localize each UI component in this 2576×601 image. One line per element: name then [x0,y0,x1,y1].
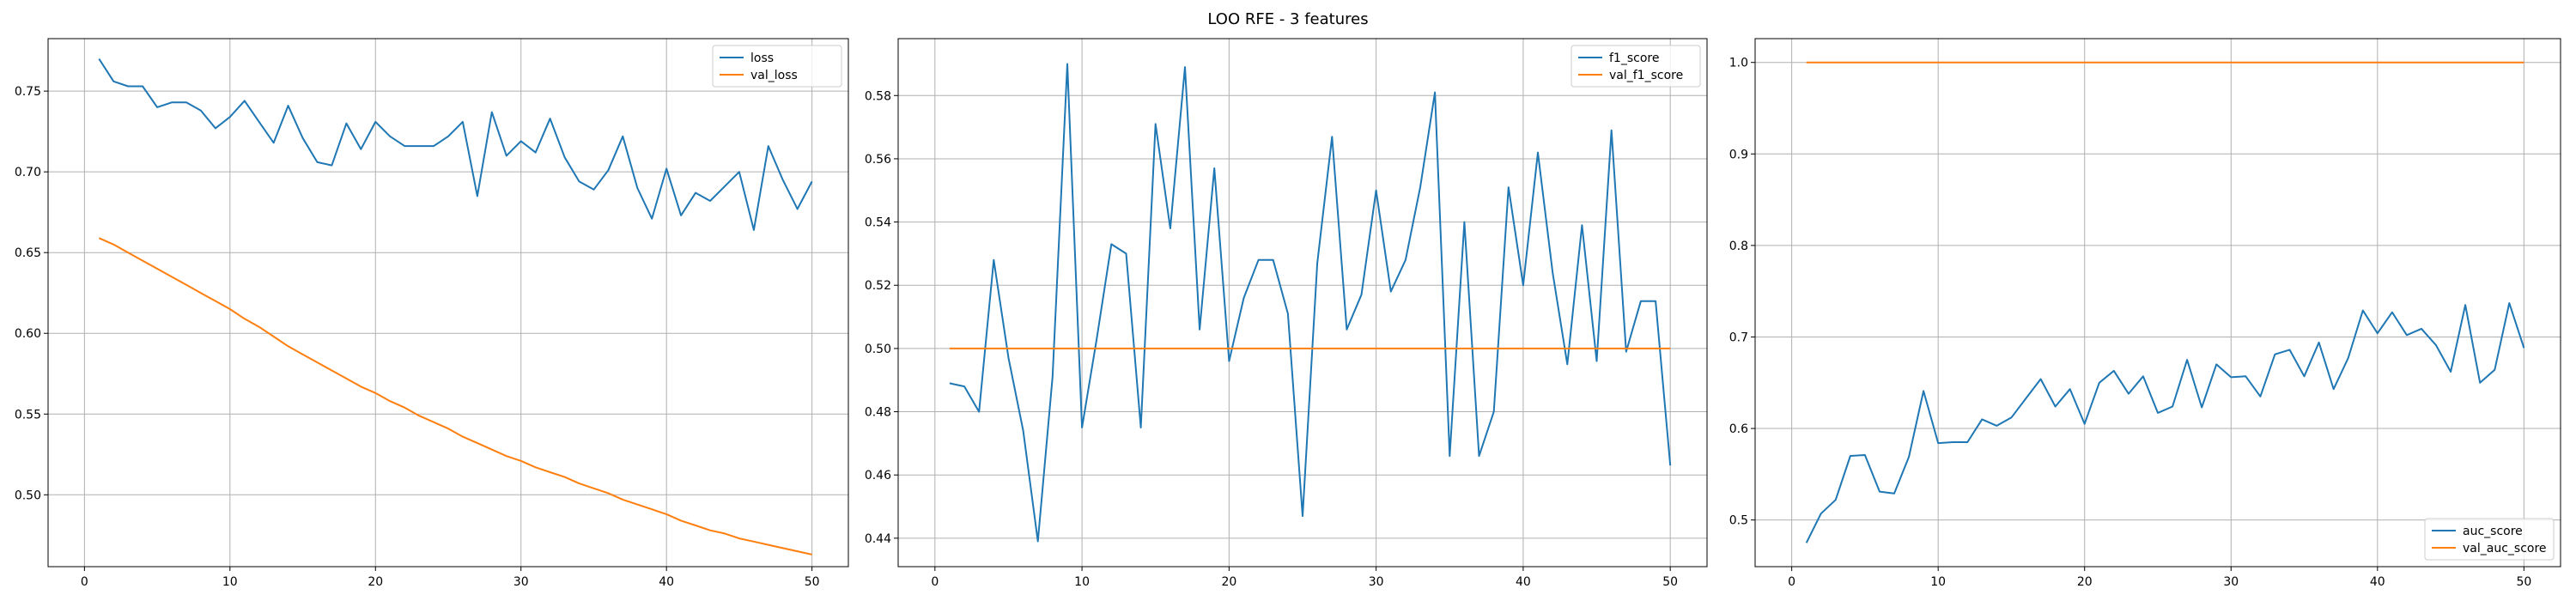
f1-score-y-tick-label: 0.54 [865,216,891,230]
loss-legend-box [712,45,842,88]
auc-score-x-tick-label: 20 [2077,575,2093,589]
f1-score-y-tick-label: 0.50 [865,343,891,356]
f1-score-y-tick-label: 0.52 [865,279,891,293]
loss-y-tick-label: 0.60 [15,327,41,341]
auc-score-x-tick-label: 50 [2516,575,2531,589]
f1-score-y-tick-label: 0.56 [865,153,891,167]
auc-score-y-tick-label: 0.7 [1729,331,1748,344]
f1-score-y-tick-label: 0.58 [865,89,891,103]
auc-score-y-tick-label: 0.5 [1729,514,1748,528]
auc-score-x-tick-label: 30 [2223,575,2239,589]
f1-score-y-tick-label: 0.44 [865,532,891,546]
f1-score-axes-frame [897,38,1708,568]
val-f1-score-legend-label: val_f1_score [1609,69,1683,82]
loss-axes-frame [47,38,849,568]
auc-score-x-tick-label: 0 [1788,575,1795,589]
auc-score-axes-frame [1754,38,2561,568]
loss-line [98,58,813,231]
f1-score-line [949,63,1672,543]
f1-score-x-tick-label: 40 [1516,575,1531,589]
f1-score-y-tick-label: 0.48 [865,406,891,420]
loss-y-tick-label: 0.55 [15,408,41,422]
val-loss-legend-label: val_loss [750,69,798,82]
auc-score-legend-label: auc_score [2463,525,2523,538]
val-auc-score-legend-label: val_auc_score [2463,542,2547,555]
loss-x-tick-label: 30 [513,575,529,589]
auc-score-legend-box [2424,518,2555,561]
f1-score-legend: f1_score val_f1_score [1571,45,1701,88]
loss-x-tick-label: 10 [222,575,238,589]
loss-y-tick-label: 0.70 [15,166,41,179]
loss-x-tick-label: 20 [368,575,383,589]
figure-title: LOO RFE - 3 features [1207,10,1368,28]
val-loss-line [98,237,812,555]
auc-score-legend: auc_score val_auc_score [2424,518,2555,561]
auc-score-line [1805,302,2525,543]
loss-y-tick-label: 0.65 [15,246,41,260]
auc-score-y-tick-label: 0.9 [1729,148,1748,161]
auc-score-panel: 0 10 20 30 40 50 0.5 0.6 0.7 0.8 0.9 1.0 auc_scoreva… [1729,38,2561,589]
loss-legend: loss val_loss [712,45,842,88]
auc-score-x-tick-label: 10 [1930,575,1946,589]
auc-score-x-tick-label: 40 [2370,575,2385,589]
f1-score-legend-label: f1_score [1609,52,1659,65]
auc-score-y-tick-label: 1.0 [1729,57,1748,70]
loss-y-tick-label: 0.50 [15,489,41,502]
auc-score-y-tick-label: 0.8 [1729,240,1748,253]
auc-score-y-tick-label: 0.6 [1729,422,1748,436]
f1-score-x-tick-label: 0 [931,575,939,589]
f1-score-y-tick-label: 0.46 [865,469,891,483]
f1-score-x-tick-label: 30 [1369,575,1384,589]
loss-legend-label: loss [750,52,774,65]
f1-score-panel: 0 10 20 30 40 50 0.44 0.46 0.48 0.50 0.52 0.54 0.56 0… [865,38,1708,589]
loss-x-tick-label: 50 [805,575,820,589]
loss-x-tick-label: 40 [659,575,674,589]
loss-x-tick-label: 0 [81,575,88,589]
f1-score-x-tick-label: 10 [1074,575,1090,589]
loss-y-tick-label: 0.75 [15,85,41,99]
f1-score-x-tick-label: 20 [1221,575,1236,589]
loss-panel: 0 10 20 30 40 50 0.50 0.55 0.60 0.65 0.70 0.75 loss v… [15,38,849,589]
f1-score-x-tick-label: 50 [1662,575,1678,589]
f1-score-legend-box [1571,45,1701,88]
